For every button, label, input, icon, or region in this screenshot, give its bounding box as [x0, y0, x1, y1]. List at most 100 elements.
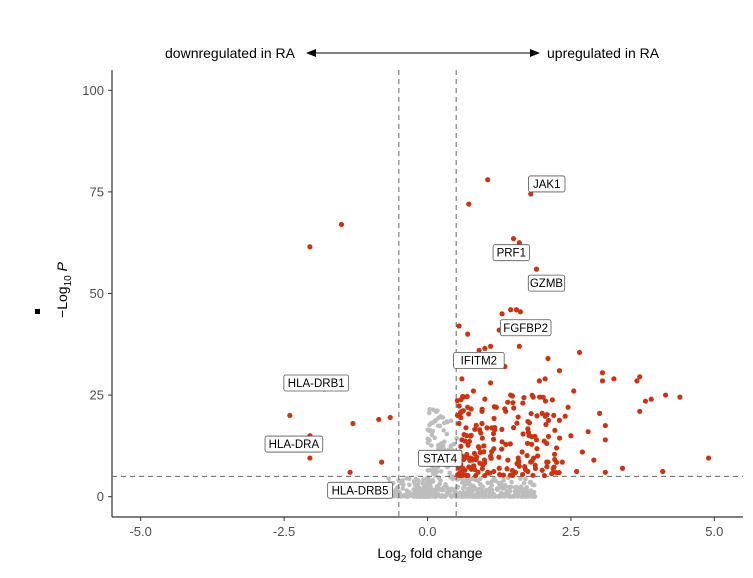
significant-point	[454, 412, 461, 418]
nonsignificant-point	[438, 478, 443, 484]
gene-label-box	[499, 319, 552, 337]
significant-point	[460, 465, 466, 471]
cutoff-lines	[112, 70, 743, 517]
significant-point	[497, 471, 503, 478]
x-tick-label: -5.0	[129, 524, 151, 539]
significant-point	[599, 378, 606, 384]
nonsignificant-point	[519, 494, 524, 499]
significant-point	[482, 396, 488, 402]
nonsignificant-point	[417, 493, 423, 499]
nonsignificant-point	[523, 490, 528, 496]
nonsignificant-point	[518, 486, 524, 491]
significant-point	[461, 394, 467, 400]
nonsignificant-point	[416, 490, 422, 495]
gene-label-stat4: STAT4	[418, 449, 463, 467]
gene-label-text: HLA-DRA	[269, 439, 320, 451]
legend-key-marker	[35, 309, 40, 314]
significant-point	[475, 444, 482, 450]
significant-point	[545, 355, 551, 362]
nonsignificant-point	[441, 428, 446, 433]
nonsignificant-point	[462, 483, 467, 489]
significant-point	[468, 466, 474, 472]
upregulated-annotation: upregulated in RA	[547, 45, 660, 61]
significant-point	[519, 471, 526, 478]
significant-point	[545, 417, 552, 423]
nonsignificant-point	[400, 486, 406, 491]
significant-point	[532, 433, 538, 439]
gene-label-text: STAT4	[423, 453, 458, 465]
gene-label-text: HLA-DRB1	[288, 378, 345, 390]
significant-point	[505, 457, 511, 463]
significant-point	[307, 455, 313, 461]
significant-point	[478, 430, 484, 436]
nonsignificant-point	[514, 485, 520, 491]
significant-point	[559, 459, 565, 465]
nonsignificant-point	[417, 485, 422, 491]
significant-point	[465, 331, 471, 337]
significant-point	[571, 388, 577, 394]
significant-point	[513, 307, 520, 313]
nonsignificant-point	[445, 419, 450, 425]
significant-point	[482, 345, 488, 351]
downregulated-annotation: downregulated in RA	[165, 45, 296, 61]
gene-labels: JAK1 PRF1 GZMB FGFBP2 IFITM2 HLA-DRB1 HLA-DRA S…	[264, 175, 566, 499]
gene-label-box	[264, 435, 324, 453]
nonsignificant-point	[440, 487, 446, 493]
significant-point	[517, 309, 524, 315]
significant-point	[477, 460, 483, 466]
nonsignificant-point	[434, 484, 440, 489]
nonsignificant-point	[386, 476, 391, 481]
significant-point	[510, 236, 517, 242]
nonsignificant-point	[498, 492, 504, 498]
significant-point	[496, 465, 502, 471]
gene-label-text: JAK1	[533, 179, 561, 191]
significant-point	[507, 441, 513, 447]
nonsignificant-point	[477, 486, 482, 492]
significant-point	[509, 393, 516, 399]
significant-point	[526, 420, 533, 426]
significant-point	[505, 399, 511, 405]
significant-point	[562, 413, 568, 419]
significant-point	[677, 394, 683, 400]
nonsignificant-point	[480, 489, 486, 494]
significant-point	[479, 420, 485, 427]
nonsignificant-point	[509, 479, 514, 485]
significant-point	[511, 405, 517, 411]
significant-point	[549, 397, 555, 403]
nonsignificant-point	[429, 443, 434, 448]
significant-point	[599, 370, 606, 376]
nonsignificant-point	[444, 431, 450, 437]
significant-point	[556, 417, 563, 423]
significant-point	[521, 395, 527, 401]
gene-label-hla-drb5: HLA-DRB5	[327, 481, 393, 499]
arrow-right-head	[530, 49, 540, 57]
significant-point	[479, 466, 485, 472]
significant-point	[467, 433, 474, 439]
nonsignificant-point	[437, 423, 443, 429]
significant-point	[463, 425, 469, 431]
significant-point	[648, 396, 654, 402]
nonsignificant-point	[433, 494, 439, 499]
gene-label-fgfbp2: FGFBP2	[499, 319, 552, 337]
gene-label-hla-dra: HLA-DRA	[264, 435, 324, 453]
significant-point	[464, 451, 470, 458]
significant-point	[481, 443, 487, 449]
significant-point	[520, 431, 526, 437]
significant-point	[522, 464, 528, 470]
significant-point	[524, 440, 531, 446]
significant-point	[491, 404, 497, 410]
significant-point	[516, 459, 522, 465]
significant-point	[491, 427, 498, 433]
nonsignificant-point	[427, 467, 432, 473]
significant-points	[287, 177, 712, 479]
significant-point	[510, 400, 516, 406]
nonsignificant-point	[518, 476, 523, 482]
significant-point	[458, 443, 464, 449]
significant-point	[479, 406, 485, 412]
gene-label-box	[327, 481, 393, 499]
significant-point	[642, 398, 649, 404]
significant-point	[510, 425, 517, 431]
gene-label-box	[283, 374, 350, 392]
nonsignificant-point	[425, 440, 431, 445]
significant-point	[491, 436, 497, 442]
